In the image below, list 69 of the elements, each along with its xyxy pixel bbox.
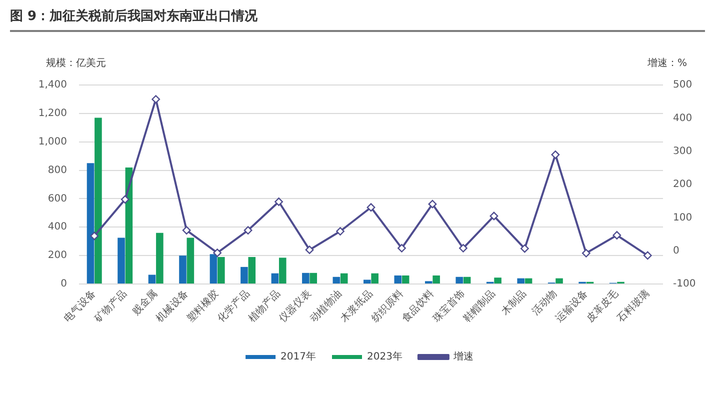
bar bbox=[218, 256, 225, 284]
point bbox=[551, 150, 560, 159]
point bbox=[428, 200, 437, 208]
bar bbox=[210, 254, 218, 284]
legend-label: 增速 bbox=[452, 350, 474, 363]
y-tick-label: 0 bbox=[60, 278, 67, 290]
bar bbox=[156, 232, 164, 284]
y2-axis-title: 增速：% bbox=[647, 56, 687, 70]
y-tick-label: 1,000 bbox=[38, 136, 67, 148]
y2-tick-label: 100 bbox=[673, 212, 692, 224]
bar bbox=[394, 275, 402, 284]
bar bbox=[340, 273, 348, 284]
bar bbox=[456, 276, 464, 284]
y-tick-label: 800 bbox=[48, 164, 67, 176]
bar bbox=[332, 276, 340, 284]
bar bbox=[463, 276, 471, 284]
y2-tick-label: 300 bbox=[673, 146, 692, 157]
bar bbox=[118, 238, 125, 284]
point bbox=[182, 226, 191, 234]
bar bbox=[432, 275, 440, 284]
bar bbox=[310, 272, 318, 284]
point bbox=[520, 244, 529, 253]
bar bbox=[240, 266, 248, 284]
chart-title: 图 9：加征关税前后我国对东南亚出口情况 bbox=[10, 7, 705, 32]
y2-tick-label: 200 bbox=[673, 179, 692, 190]
bar bbox=[86, 163, 94, 284]
point bbox=[612, 231, 622, 240]
bar bbox=[494, 278, 502, 284]
y2-tick-label: 0 bbox=[673, 245, 680, 256]
bar bbox=[517, 278, 524, 284]
point bbox=[244, 226, 252, 234]
point bbox=[336, 227, 344, 236]
point bbox=[398, 244, 406, 252]
bar bbox=[524, 278, 532, 284]
bar bbox=[248, 256, 256, 284]
y2-tick-label: 500 bbox=[673, 80, 692, 91]
y-tick-label: 600 bbox=[48, 193, 67, 204]
point bbox=[582, 248, 590, 258]
y-tick-label: 400 bbox=[48, 222, 67, 233]
bar bbox=[302, 272, 310, 284]
bar bbox=[402, 275, 410, 284]
legend-label: 2023年 bbox=[367, 350, 402, 363]
point bbox=[152, 95, 160, 104]
point bbox=[305, 246, 314, 254]
point bbox=[274, 198, 283, 206]
bar bbox=[179, 256, 186, 284]
bar bbox=[278, 258, 286, 284]
y2-tick-label: 400 bbox=[673, 112, 692, 124]
bar bbox=[371, 273, 378, 284]
bar bbox=[556, 278, 563, 284]
bar bbox=[148, 274, 156, 284]
legend-label: 2017年 bbox=[280, 350, 316, 363]
point bbox=[213, 248, 222, 258]
bar bbox=[94, 118, 102, 284]
point bbox=[490, 212, 498, 220]
y2-tick-label: -100 bbox=[673, 278, 696, 290]
y-tick-label: 1,200 bbox=[38, 108, 67, 120]
x-tick-label: 木制品 bbox=[498, 288, 529, 318]
bar bbox=[271, 273, 279, 284]
point bbox=[643, 251, 652, 260]
bar bbox=[186, 238, 194, 284]
y-tick-label: 1,400 bbox=[38, 80, 67, 91]
y-axis-title: 规模：亿美元 bbox=[46, 56, 106, 70]
y-tick-label: 200 bbox=[48, 250, 67, 262]
bar bbox=[364, 280, 371, 284]
point bbox=[120, 195, 130, 204]
point bbox=[366, 203, 376, 212]
point bbox=[90, 232, 99, 240]
point bbox=[459, 244, 468, 252]
